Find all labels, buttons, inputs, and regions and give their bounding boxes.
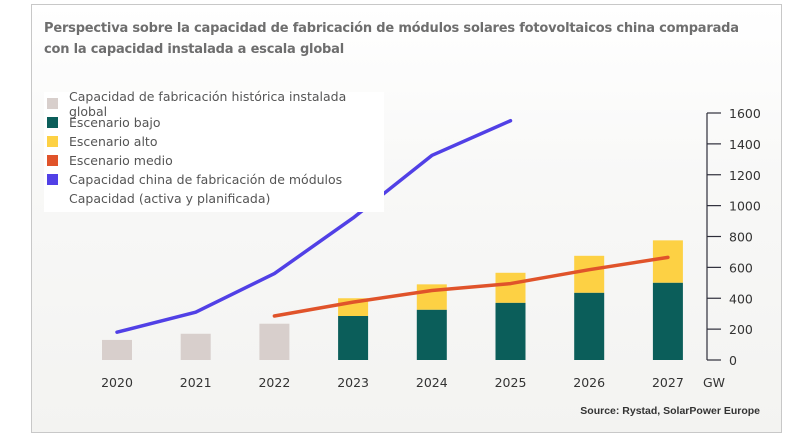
bar-high-scenario <box>495 272 526 303</box>
y-tick-label: 600 <box>729 260 753 275</box>
x-tick-label: 2026 <box>573 375 605 390</box>
legend-swatch <box>47 174 58 185</box>
x-tick-label: 2021 <box>180 375 212 390</box>
x-tick-label: 2020 <box>101 375 133 390</box>
legend-swatch <box>47 98 58 109</box>
bars-group <box>102 240 683 360</box>
x-tick-label: 2025 <box>495 375 527 390</box>
x-tick-label: 2024 <box>416 375 448 390</box>
legend-swatch <box>47 117 58 128</box>
bar-historical <box>102 339 132 360</box>
bar-low-scenario <box>652 282 683 360</box>
unit-label: GW <box>703 375 725 390</box>
legend-item-historical: Capacidad de fabricación histórica insta… <box>44 89 384 119</box>
line-medium-scenario <box>272 255 670 318</box>
bar-historical <box>180 333 211 360</box>
legend-label: Capacidad china de fabricación de módulo… <box>69 172 343 187</box>
legend-swatch <box>47 136 58 147</box>
line-china-capacity <box>115 118 513 334</box>
bar-historical <box>259 323 290 360</box>
bar-low-scenario <box>416 309 447 360</box>
legend: Capacidad de fabricación histórica insta… <box>44 89 384 212</box>
source-note: Source: Rystad, SolarPower Europe <box>580 405 760 417</box>
legend-label: Escenario bajo <box>69 115 161 130</box>
legend-label: Capacidad de fabricación histórica insta… <box>69 88 347 119</box>
legend-item-low: Escenario bajo <box>44 113 384 132</box>
bar-low-scenario <box>338 316 369 360</box>
legend-swatch <box>47 155 58 166</box>
y-tick-label: 0 <box>729 353 737 368</box>
bar-high-scenario <box>574 255 605 293</box>
y-axis: 0 200 400 600 800 1000 1200 1400 1600 <box>706 106 761 368</box>
lines-group <box>115 118 670 334</box>
bar-low-scenario <box>495 302 526 360</box>
legend-label: Escenario alto <box>69 134 158 149</box>
y-tick-label: 400 <box>729 291 753 306</box>
chart-title: Perspectiva sobre la capacidad de fabric… <box>44 21 739 57</box>
legend-item-medium: Escenario medio <box>44 151 384 170</box>
bar-high-scenario <box>652 240 683 283</box>
x-tick-label: 2027 <box>652 375 684 390</box>
bar-low-scenario <box>574 292 605 360</box>
y-tick-label: 1000 <box>729 199 761 214</box>
legend-label-continued: Capacidad (activa y planificada) <box>69 191 271 206</box>
legend-item-high: Escenario alto <box>44 132 384 151</box>
chart-frame <box>31 4 782 433</box>
legend-item-china: Capacidad china de fabricación de módulo… <box>44 170 384 189</box>
x-tick-label: 2023 <box>337 375 369 390</box>
y-tick-label: 1600 <box>729 106 761 121</box>
x-tick-label: 2022 <box>258 375 290 390</box>
y-tick-label: 1400 <box>729 137 761 152</box>
y-tick-label: 1200 <box>729 168 761 183</box>
y-tick-label: 200 <box>729 322 753 337</box>
legend-label: Escenario medio <box>69 153 173 168</box>
y-tick-label: 800 <box>729 230 753 245</box>
x-axis-labels: 2020 2021 2022 2023 2024 2025 2026 2027 GW <box>101 375 725 390</box>
